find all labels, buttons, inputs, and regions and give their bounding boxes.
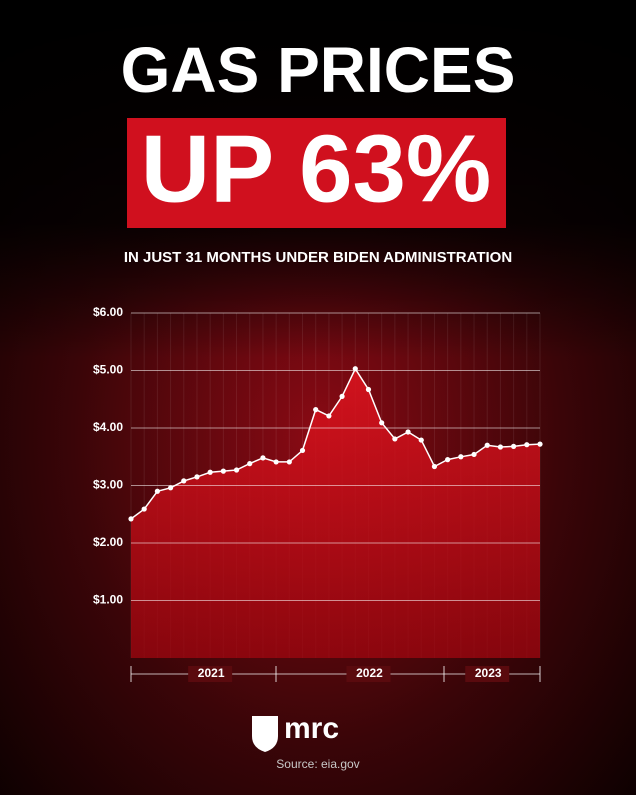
point <box>392 436 398 442</box>
point <box>141 506 147 512</box>
point <box>339 393 345 399</box>
point <box>233 467 240 473</box>
x-tick-label: 2021 <box>198 666 225 680</box>
point <box>313 407 319 413</box>
point <box>273 459 279 465</box>
y-tick-label: $6.00 <box>93 305 123 319</box>
point <box>537 441 543 447</box>
y-tick-label: $3.00 <box>93 478 123 492</box>
point <box>458 454 464 460</box>
point <box>524 442 530 448</box>
y-tick-label: $2.00 <box>93 535 123 549</box>
x-tick-label: 2022 <box>356 666 383 680</box>
title: GAS PRICES <box>121 34 516 106</box>
point <box>194 474 200 480</box>
y-tick-label: $5.00 <box>93 363 123 377</box>
point <box>497 444 504 450</box>
point <box>352 366 358 372</box>
point <box>484 442 490 448</box>
point <box>405 429 411 435</box>
point <box>286 459 292 465</box>
x-label-bg <box>188 666 233 682</box>
logo-icon <box>252 716 278 752</box>
point <box>326 413 332 419</box>
point <box>128 516 134 522</box>
logo-text: mrc <box>284 712 339 745</box>
x-label-bg <box>465 666 510 682</box>
point <box>181 478 187 484</box>
headline-box <box>127 118 506 228</box>
point <box>220 468 226 474</box>
y-tick-label: $4.00 <box>93 420 123 434</box>
point <box>299 447 306 454</box>
point <box>167 485 174 491</box>
area <box>131 368 540 658</box>
point <box>247 461 253 467</box>
subtitle: IN JUST 31 MONTHS UNDER BIDEN ADMINISTRA… <box>124 249 512 266</box>
point <box>379 420 385 426</box>
source: Source: eia.gov <box>276 757 359 771</box>
x-label-bg <box>346 666 391 682</box>
point <box>418 437 424 443</box>
point <box>207 469 213 475</box>
x-tick-label: 2023 <box>475 666 502 680</box>
logo: mrc <box>252 712 339 752</box>
point <box>431 463 438 470</box>
point <box>471 451 477 458</box>
plot: $1.00 $2.00 $3.00 $4.00 $5.00 $6.00 2021 2022 20… <box>93 305 543 682</box>
point <box>365 386 372 393</box>
point <box>445 457 451 463</box>
headline: UP 63% <box>141 115 491 222</box>
point <box>260 455 266 461</box>
point <box>511 443 517 449</box>
y-tick-label: $1.00 <box>93 593 123 607</box>
point <box>154 488 160 494</box>
